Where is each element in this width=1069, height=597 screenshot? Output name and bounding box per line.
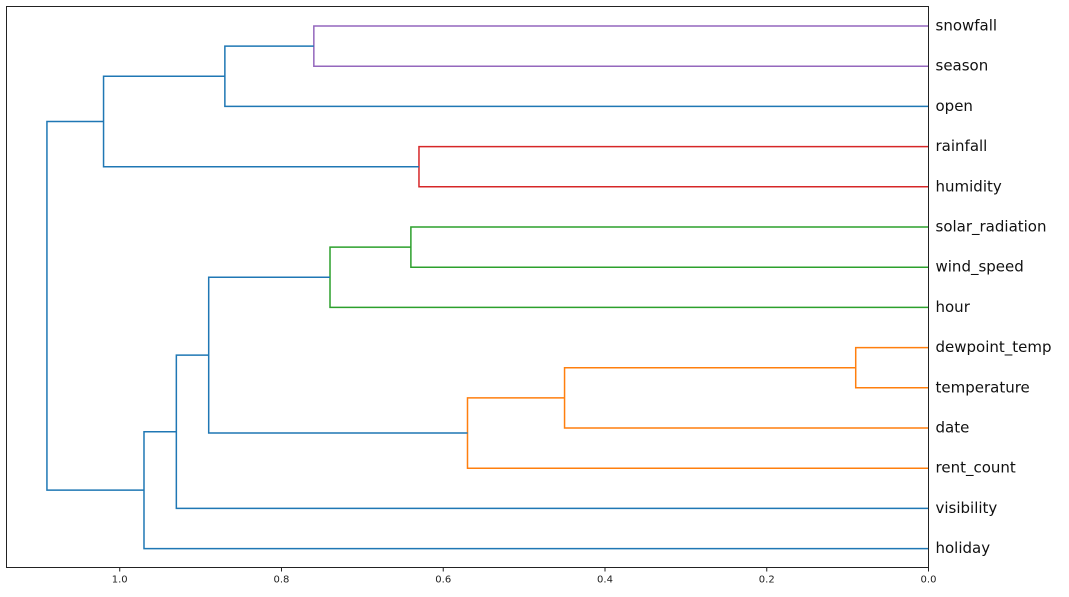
leaf-label-humidity: humidity (936, 177, 1002, 195)
leaf-label-dewpoint-temp: dewpoint_temp (936, 338, 1052, 357)
leaf-label-temperature: temperature (936, 378, 1030, 396)
dendrogram-link-12 (102, 75, 419, 168)
leaf-label-rent-count: rent_count (936, 459, 1016, 478)
dendrogram-link-13 (46, 120, 144, 491)
leaf-label-date: date (936, 419, 970, 437)
leaf-label-season: season (936, 57, 989, 75)
leaf-label-snowfall: snowfall (936, 17, 998, 35)
x-tick-label: 0.2 (759, 575, 775, 586)
x-tick-label: 0.6 (435, 575, 451, 586)
dendrogram-link-7 (313, 25, 929, 67)
dendrogram-link-2 (563, 366, 929, 429)
leaf-label-hour: hour (936, 298, 971, 316)
dendrogram-link-10 (175, 354, 929, 510)
dendrogram-link-3 (466, 397, 929, 469)
leaf-label-open: open (936, 97, 973, 115)
x-tick-label: 0.0 (921, 575, 937, 586)
dendrogram-link-1 (854, 346, 929, 389)
x-axis: 1.0 0.8 0.6 0.4 0.2 0.0 (112, 567, 937, 586)
leaf-label-rainfall: rainfall (936, 137, 988, 155)
dendrogram-link-4 (418, 145, 929, 188)
dendrogram-link-6 (329, 246, 929, 309)
x-tick-label: 0.4 (597, 575, 613, 586)
leaf-label-holiday: holiday (936, 539, 991, 557)
x-tick-label: 1.0 (112, 575, 128, 586)
dendrogram-links (46, 25, 929, 550)
dendrogram-link-11 (143, 431, 929, 550)
leaf-label-solar-radiation: solar_radiation (936, 218, 1047, 237)
x-tick-label: 0.8 (274, 575, 290, 586)
dendrogram-link-9 (207, 276, 468, 434)
leaf-label-visibility: visibility (936, 499, 998, 517)
plot-frame (6, 6, 929, 568)
dendrogram-link-5 (410, 226, 929, 268)
leaf-labels: snowfall season open rainfall humidity solar_… (936, 17, 1052, 558)
leaf-label-wind-speed: wind_speed (936, 258, 1024, 277)
dendrogram-link-8 (224, 45, 929, 108)
